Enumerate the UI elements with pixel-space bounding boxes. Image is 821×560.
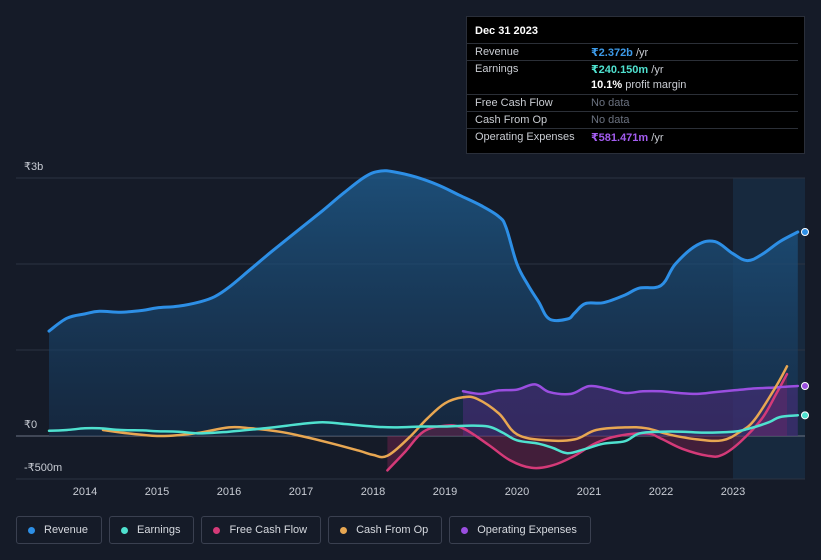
cash-from-op-line <box>101 365 789 459</box>
free-cash-flow-area <box>387 374 787 471</box>
legend-dot-icon <box>340 526 348 534</box>
x-tick-label: 2018 <box>361 486 385 498</box>
legend-dot-icon <box>461 526 469 534</box>
tooltip-row-label: Operating Expenses <box>475 131 575 143</box>
revenue-end-marker <box>801 228 809 237</box>
legend-dot-icon <box>28 526 35 534</box>
operating-expenses-end-marker <box>801 381 809 390</box>
operating-expenses-area <box>463 384 798 436</box>
earnings-end-marker <box>801 411 809 420</box>
earnings-line <box>47 414 800 455</box>
tooltip-row: Free Cash Flow No data <box>467 94 798 112</box>
tooltip-row-value: ₹2.372b /yr <box>591 47 649 59</box>
legend-label: Cash From Op <box>356 524 429 536</box>
legend-item-free-cash-flow[interactable]: Free Cash Flow <box>201 516 322 544</box>
tooltip-row: Earnings ₹240.150m /yr <box>467 60 798 78</box>
legend-item-cash-from-op[interactable]: Cash From Op <box>328 516 443 544</box>
legend-item-revenue[interactable]: Revenue <box>16 516 103 544</box>
revenue-area <box>49 170 798 436</box>
revenue-line <box>47 169 800 333</box>
chart-legend: Revenue Earnings Free Cash Flow Cash From O… <box>16 516 591 546</box>
tooltip-row-value: No data <box>591 97 630 109</box>
y-tick-label: ₹3b <box>24 161 43 173</box>
tooltip-row-label: Free Cash Flow <box>475 97 553 109</box>
tooltip-row-label: Cash From Op <box>475 114 548 126</box>
tooltip-row: Cash From Op No data <box>467 111 798 129</box>
operating-expenses-line <box>461 383 800 396</box>
legend-label: Free Cash Flow <box>229 524 308 536</box>
tooltip-row: Revenue ₹2.372b /yr <box>467 43 798 61</box>
tooltip-row-label: Earnings <box>475 63 519 75</box>
tooltip-date: Dec 31 2023 <box>475 25 538 37</box>
x-tick-label: 2019 <box>433 486 457 498</box>
legend-label: Operating Expenses <box>477 524 577 536</box>
legend-label: Revenue <box>44 524 89 536</box>
x-tick-label: 2015 <box>145 486 169 498</box>
tooltip-row-value: ₹240.150m /yr <box>591 64 664 76</box>
legend-item-earnings[interactable]: Earnings <box>109 516 195 544</box>
legend-dot-icon <box>213 526 221 534</box>
y-tick-label: -₹500m <box>24 462 62 474</box>
x-tick-label: 2022 <box>649 486 673 498</box>
x-tick-label: 2020 <box>505 486 529 498</box>
x-tick-label: 2021 <box>577 486 601 498</box>
x-tick-label: 2023 <box>721 486 745 498</box>
x-tick-label: 2014 <box>73 486 97 498</box>
tooltip-row-value: 10.1% profit margin <box>591 79 687 91</box>
y-tick-label: ₹0 <box>24 419 37 431</box>
tooltip-row: 10.1% profit margin <box>467 77 798 94</box>
x-tick-label: 2016 <box>217 486 241 498</box>
x-tick-label: 2017 <box>289 486 313 498</box>
tooltip-row-value: No data <box>591 114 630 126</box>
tooltip-row-value: ₹581.471m /yr <box>591 132 664 144</box>
legend-label: Earnings <box>137 524 181 536</box>
legend-item-operating-expenses[interactable]: Operating Expenses <box>449 516 591 544</box>
tooltip-row: Operating Expenses ₹581.471m /yr <box>467 128 798 146</box>
tooltip-panel: Dec 31 2023 Revenue ₹2.372b /yr Earnings ₹2… <box>466 16 805 154</box>
tooltip-row-label: Revenue <box>475 46 520 58</box>
legend-dot-icon <box>121 526 129 534</box>
